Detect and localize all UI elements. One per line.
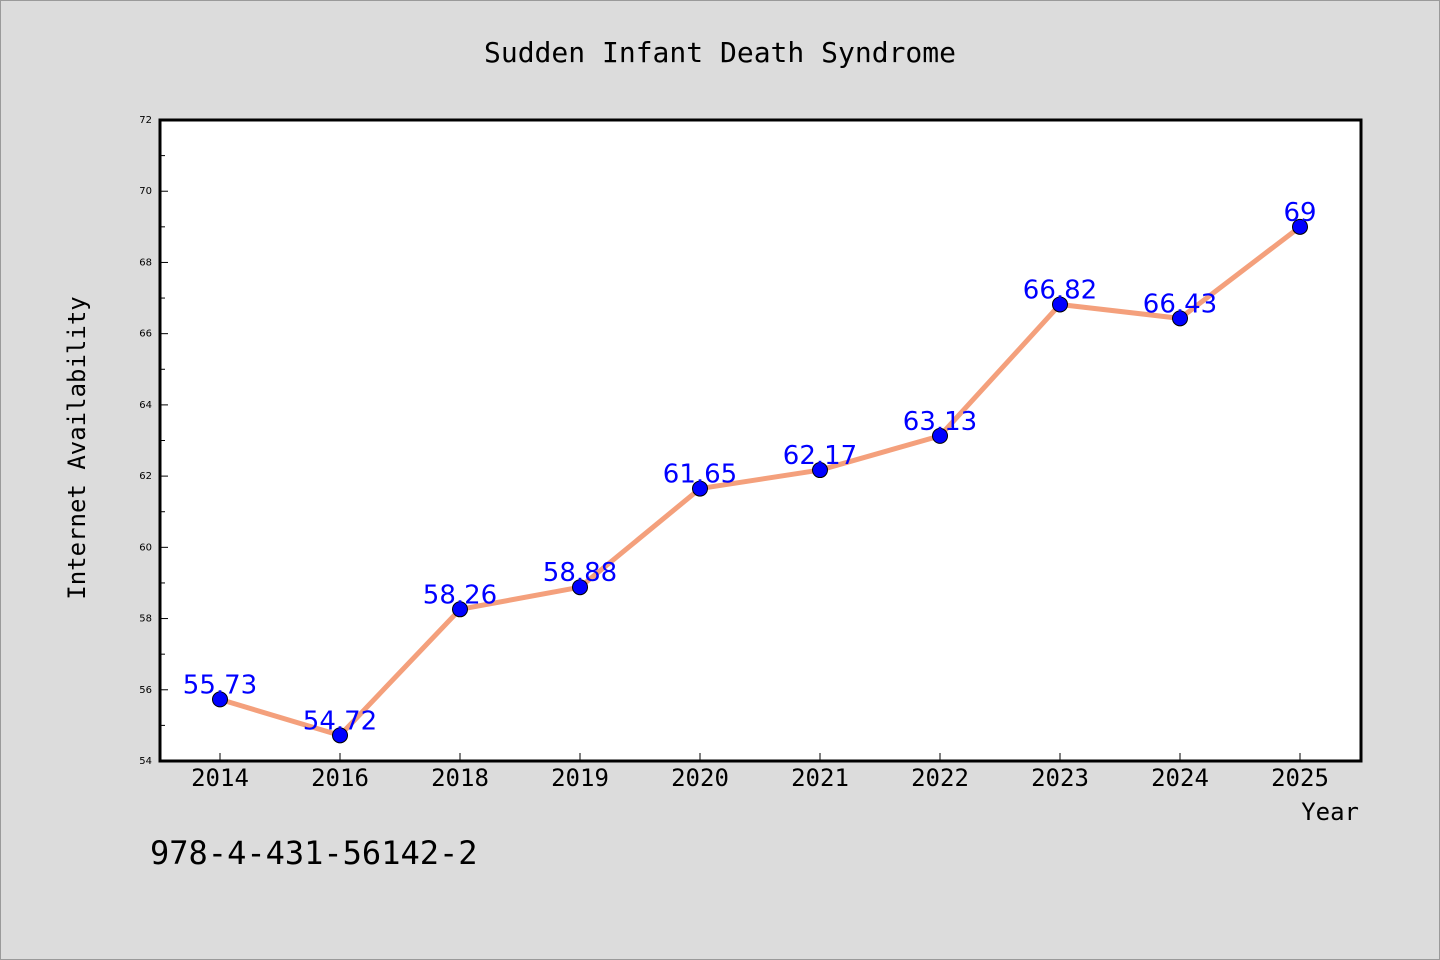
x-tick-label: 2021 [791, 764, 849, 792]
x-tick-label: 2023 [1031, 764, 1089, 792]
data-label: 58.26 [423, 580, 497, 610]
y-tick-label: 58 [139, 614, 152, 625]
data-label: 66.82 [1023, 275, 1097, 305]
x-tick-label: 2018 [431, 764, 489, 792]
data-point [1292, 218, 1308, 235]
data-label: 63.13 [903, 407, 977, 437]
y-tick-label: 60 [139, 542, 152, 553]
data-label: 54.72 [303, 706, 377, 736]
y-tick-label: 72 [139, 115, 152, 126]
data-label: 69 [1283, 198, 1316, 228]
x-tick-label: 2020 [671, 764, 729, 792]
y-tick-label: 62 [139, 471, 152, 482]
plot-area [158, 118, 1363, 763]
series-line [217, 224, 1303, 738]
data-point [932, 427, 948, 444]
y-axis: 54 56 58 60 62 64 66 68 70 72 [139, 115, 168, 767]
isbn-annotation: 978-4-431-56142-2 [150, 834, 478, 872]
data-point [332, 727, 348, 744]
data-label: 61.65 [663, 460, 737, 490]
data-markers [212, 218, 1308, 744]
y-tick-label: 66 [139, 329, 152, 340]
data-label: 62.17 [783, 441, 857, 471]
y-tick-label: 56 [139, 685, 152, 696]
x-tick-label: 2019 [551, 764, 609, 792]
data-label: 66.43 [1143, 289, 1217, 319]
y-tick-label: 64 [139, 400, 152, 411]
y-tick-label: 68 [139, 257, 152, 268]
series-line-group [217, 224, 1303, 738]
y-tick-label: 54 [139, 756, 152, 767]
chart-title: Sudden Infant Death Syndrome [484, 36, 956, 69]
x-tick-label: 2025 [1271, 764, 1329, 792]
x-tick-label: 2022 [911, 764, 969, 792]
data-point [572, 579, 588, 596]
data-point [212, 691, 228, 708]
data-point [452, 601, 468, 618]
data-point [1172, 310, 1188, 327]
data-label: 58.88 [543, 558, 617, 588]
x-tick-label: 2016 [311, 764, 369, 792]
y-axis-label: Internet Availability [63, 296, 91, 599]
x-axis-label: Year [1301, 798, 1359, 826]
data-point [812, 462, 828, 479]
data-labels: 55.73 54.72 58.26 58.88 61.65 62.17 63.13 66.82… [183, 198, 1317, 737]
x-axis: 2014 2016 2018 2019 2020 2021 2022 2023 2024 2025 [191, 753, 1329, 792]
y-tick-label: 70 [139, 186, 152, 197]
data-label: 55.73 [183, 670, 257, 700]
x-tick-label: 2014 [191, 764, 249, 792]
data-point [1052, 296, 1068, 313]
x-tick-label: 2024 [1151, 764, 1209, 792]
data-point [692, 480, 708, 497]
